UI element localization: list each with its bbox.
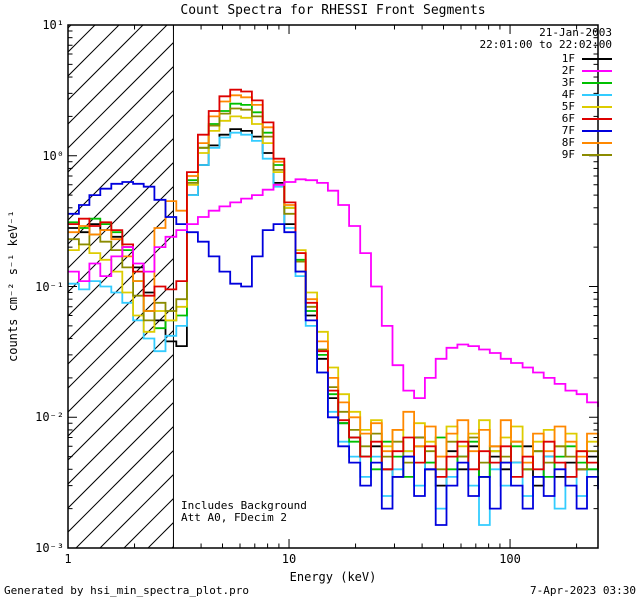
spectrum-curve-8F (68, 94, 599, 464)
legend: 1F 2F 3F 4F 5F 6F 7F 8F 9F (476, 53, 612, 161)
spectra-curves (68, 88, 599, 526)
legend-item-line (582, 118, 612, 120)
legend-item-9F: 9F (476, 149, 612, 161)
legend-item-label: 9F (561, 148, 575, 161)
legend-item-label: 7F (561, 124, 575, 137)
legend-item-line (582, 70, 612, 72)
legend-item-3F: 3F (476, 77, 612, 89)
spectrum-curve-7F (68, 181, 599, 526)
x-tick-label-100: 100 (499, 552, 521, 566)
y-tick-label-1: 10⁰ (42, 148, 64, 163)
legend-item-label: 4F (561, 88, 575, 101)
excluded-band-hatch (68, 25, 174, 548)
legend-item-label: 8F (561, 136, 575, 149)
legend-item-line (582, 154, 612, 156)
legend-item-2F: 2F (476, 65, 612, 77)
plot-title: Count Spectra for RHESSI Front Segments (180, 3, 486, 18)
legend-item-7F: 7F (476, 125, 612, 137)
y-tick-label-0.1: 10⁻¹ (35, 279, 64, 294)
note-attenuator-state: Att A0, FDecim 2 (181, 511, 287, 524)
y-tick-label-0.001: 10⁻³ (35, 541, 64, 555)
legend-item-label: 3F (561, 76, 575, 89)
x-tick-label-1: 1 (64, 552, 72, 566)
legend-item-line (582, 58, 612, 60)
legend-item-8F: 8F (476, 137, 612, 149)
legend-item-label: 6F (561, 112, 575, 125)
legend-item-4F: 4F (476, 89, 612, 101)
plot-frame (67, 24, 599, 549)
legend-item-label: 1F (561, 52, 575, 65)
legend-item-line (582, 130, 612, 132)
y-tick-label-0.01: 10⁻² (35, 410, 64, 425)
spectrum-curve-1F (68, 128, 599, 487)
spectrum-curve-9F (68, 107, 599, 471)
legend-item-label: 2F (561, 64, 575, 77)
legend-item-line (582, 106, 612, 108)
legend-item-1F: 1F (476, 53, 612, 65)
legend-item-line (582, 94, 612, 96)
legend-item-label: 5F (561, 100, 575, 113)
spectrum-curve-5F (68, 115, 599, 458)
legend-item-6F: 6F (476, 113, 612, 125)
legend-item-line (582, 82, 612, 84)
note-includes-background: Includes Background (181, 499, 307, 512)
legend-item-line (582, 142, 612, 144)
y-tick-label-10: 10¹ (42, 18, 64, 32)
legend-item-5F: 5F (476, 101, 612, 113)
generated-by-caption: Generated by hsi_min_spectra_plot.pro (4, 584, 250, 597)
spectrum-curve-2F (68, 178, 599, 407)
observation-time-range: 22:01:00 to 22:02:00 (479, 38, 612, 51)
x-axis-label: Energy (keV) (289, 570, 377, 584)
x-tick-label-10: 10 (281, 552, 297, 566)
observation-date: 21-Jan-2003 (539, 26, 612, 39)
generation-timestamp: 7-Apr-2023 03:30 (530, 584, 636, 597)
